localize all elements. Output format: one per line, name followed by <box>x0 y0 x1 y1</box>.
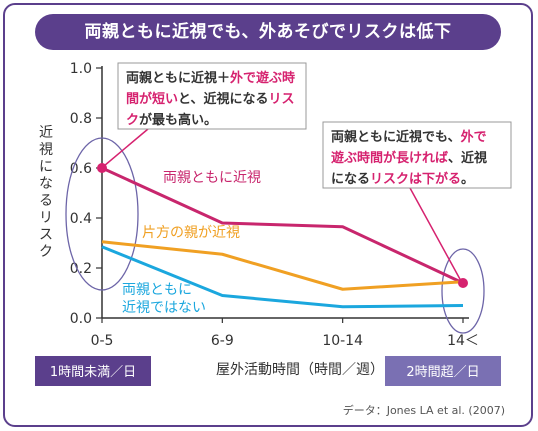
time-badges: 1時間未満／日 2時間超／日 <box>35 356 501 386</box>
badge-right-bg <box>385 356 501 386</box>
y-tick-label: 0.6 <box>70 161 92 177</box>
note-left-text: 両親ともに近視＋外で遊ぶ時間が短いと、近視になるリスクが最も高い。 <box>126 70 295 128</box>
series-line <box>101 166 464 285</box>
note-right-text: 両親ともに近視でも、外で遊ぶ時間が長ければ、近視になるリスクは下がる。 <box>331 129 487 187</box>
note-right-pointer <box>409 187 462 282</box>
note-left-pointer <box>103 128 149 167</box>
series-label: 両親ともに近視ではない <box>122 282 206 316</box>
source-citation: データ：Jones LA et al. (2007) <box>343 403 505 417</box>
series-label: 両親ともに近視 <box>163 170 261 186</box>
series-label: 片方の親が近視 <box>142 225 240 241</box>
x-tick-label: 0-5 <box>91 333 114 349</box>
x-tick-label: 6-9 <box>211 333 234 349</box>
figure-frame: 両親ともに近視でも、外あそびでリスクは低下 <box>3 3 533 427</box>
x-axis-title: 屋外活動時間（時間／週） <box>216 362 384 378</box>
y-tick-label: 0.4 <box>70 211 92 227</box>
x-tick-label: 10-14 <box>322 333 363 349</box>
highlight-ellipse-left <box>65 137 139 291</box>
y-tick-label: 0.8 <box>70 111 92 127</box>
y-axis-title: 近視になるリスク <box>39 125 53 260</box>
series-line <box>101 245 464 309</box>
badge-right-label: 2時間超／日 <box>406 365 479 380</box>
highlight-ellipses <box>65 137 485 334</box>
badge-left-label: 1時間未満／日 <box>50 365 136 380</box>
note-right-box <box>322 121 512 189</box>
y-tick-label: 0.0 <box>70 311 92 327</box>
axes: 0.00.20.40.60.81.00-5 6-9 10-14 14＜近視になるリスク <box>39 61 479 349</box>
y-tick-label: 1.0 <box>70 61 92 77</box>
badge-left-bg <box>35 356 151 386</box>
series-line <box>101 240 464 291</box>
annotation-notes: 両親ともに近視＋外で遊ぶ時間が短いと、近視になるリスクが最も高い。両親ともに近視… <box>103 62 512 282</box>
x-tick-label: 14＜ <box>447 333 479 349</box>
chart-title: 両親ともに近視でも、外あそびでリスクは低下 <box>35 14 501 50</box>
note-left-box <box>117 62 307 130</box>
highlight-ellipse-right <box>441 248 485 334</box>
